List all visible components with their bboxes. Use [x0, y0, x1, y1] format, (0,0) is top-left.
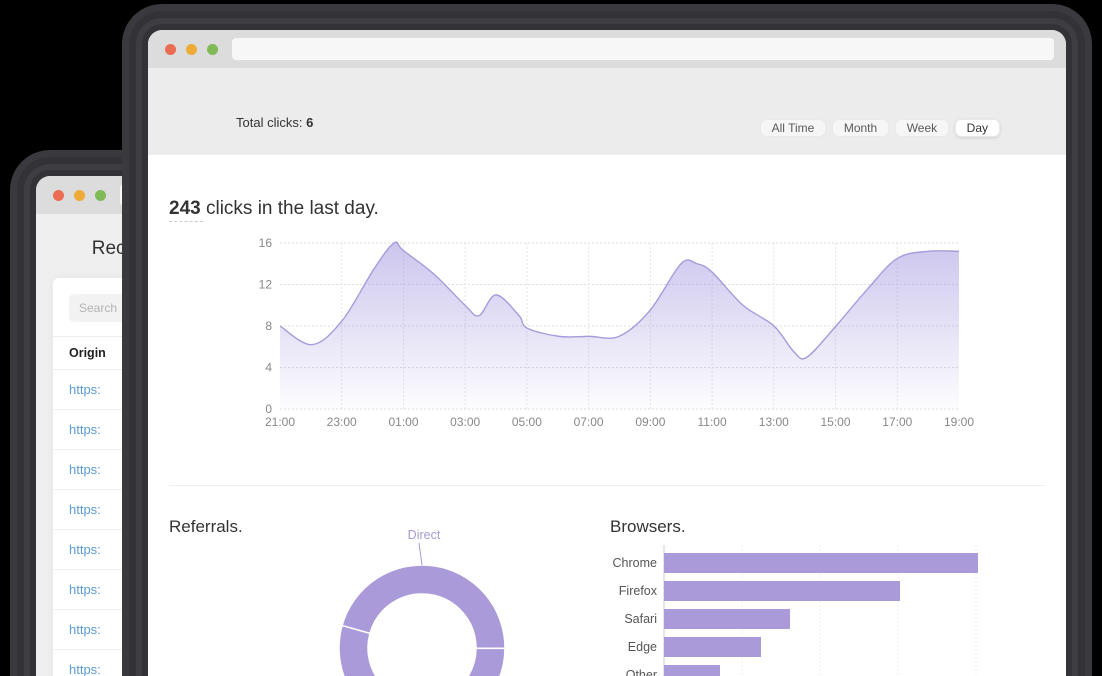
svg-text:05:00: 05:00 [512, 415, 542, 429]
svg-text:03:00: 03:00 [450, 415, 480, 429]
svg-text:11:00: 11:00 [698, 415, 727, 429]
svg-text:07:00: 07:00 [574, 415, 604, 429]
svg-text:12: 12 [259, 278, 273, 292]
svg-text:0: 0 [265, 402, 272, 416]
svg-text:19:00: 19:00 [944, 415, 974, 429]
svg-text:21:00: 21:00 [265, 415, 295, 429]
svg-text:09:00: 09:00 [635, 415, 665, 429]
svg-text:16: 16 [259, 236, 273, 250]
svg-text:23:00: 23:00 [327, 415, 357, 429]
svg-text:13:00: 13:00 [759, 415, 789, 429]
svg-text:Firefox: Firefox [619, 584, 658, 598]
svg-text:8: 8 [265, 319, 272, 333]
svg-text:01:00: 01:00 [388, 415, 418, 429]
svg-text:Direct: Direct [408, 528, 441, 542]
svg-text:Other: Other [626, 668, 657, 676]
svg-text:Chrome: Chrome [613, 556, 658, 570]
svg-text:Safari: Safari [624, 612, 657, 626]
svg-text:17:00: 17:00 [882, 415, 912, 429]
svg-text:4: 4 [265, 361, 272, 375]
svg-text:15:00: 15:00 [820, 415, 850, 429]
svg-text:Edge: Edge [628, 640, 657, 654]
